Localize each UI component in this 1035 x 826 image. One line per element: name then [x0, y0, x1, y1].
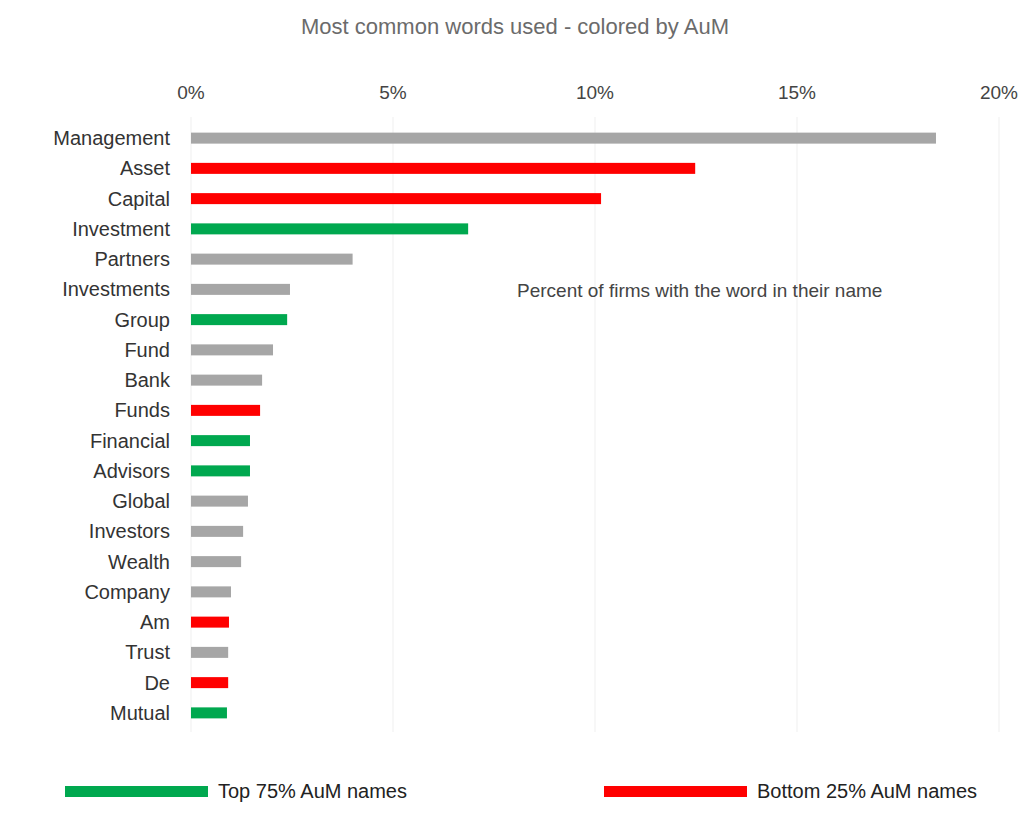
- bar: [191, 314, 287, 325]
- category-label: Investors: [89, 520, 170, 542]
- bar: [191, 284, 290, 295]
- chart: Most common words used - colored by AuM 0…: [0, 0, 1035, 826]
- bar: [191, 163, 695, 174]
- bar: [191, 496, 248, 507]
- category-label: Capital: [108, 188, 170, 210]
- category-label: Partners: [94, 248, 170, 270]
- tick-label: 0%: [177, 82, 205, 103]
- bar: [191, 677, 228, 688]
- category-label: Company: [84, 581, 170, 603]
- tick-label: 15%: [778, 82, 816, 103]
- bar: [191, 617, 229, 628]
- bar: [191, 465, 250, 476]
- legend-swatch: [65, 786, 208, 797]
- legend-label: Top 75% AuM names: [218, 780, 407, 802]
- legend-swatch: [604, 786, 747, 797]
- legend-label: Bottom 25% AuM names: [757, 780, 977, 802]
- grid-line: [595, 117, 596, 732]
- annotation: Percent of firms with the word in their …: [517, 280, 882, 301]
- bar: [191, 375, 262, 386]
- category-label: Advisors: [93, 460, 170, 482]
- bar: [191, 526, 243, 537]
- category-label: Wealth: [108, 551, 170, 573]
- bars: [191, 133, 936, 719]
- category-label: Financial: [90, 430, 170, 452]
- category-label: Group: [114, 309, 170, 331]
- category-label: Asset: [120, 157, 170, 179]
- legend: Top 75% AuM names Bottom 25% AuM names: [65, 780, 977, 802]
- category-label: Trust: [125, 641, 170, 663]
- bar: [191, 556, 241, 567]
- bar: [191, 435, 250, 446]
- category-label: Funds: [114, 399, 170, 421]
- grid-line: [797, 117, 798, 732]
- category-label: Management: [53, 127, 170, 149]
- grid: [191, 117, 999, 732]
- bar: [191, 193, 601, 204]
- category-label: Investments: [62, 278, 170, 300]
- title: Most common words used - colored by AuM: [301, 14, 729, 39]
- category-labels: Management Asset Capital Investment Partners…: [53, 127, 171, 724]
- tick-label: 20%: [980, 82, 1018, 103]
- bar: [191, 344, 273, 355]
- bar: [191, 223, 468, 234]
- category-label: Investment: [72, 218, 170, 240]
- category-label: Fund: [124, 339, 170, 361]
- grid-line: [393, 117, 394, 732]
- bar: [191, 405, 260, 416]
- tick-label: 5%: [379, 82, 407, 103]
- bar: [191, 586, 231, 597]
- bar: [191, 254, 353, 265]
- tick-label: 10%: [576, 82, 614, 103]
- category-label: De: [144, 672, 170, 694]
- category-label: Mutual: [110, 702, 170, 724]
- bar: [191, 707, 227, 718]
- grid-line: [999, 117, 1000, 732]
- grid-line: [191, 117, 192, 732]
- bar: [191, 133, 936, 144]
- category-label: Global: [112, 490, 170, 512]
- bar: [191, 647, 228, 658]
- category-label: Bank: [124, 369, 171, 391]
- category-label: Am: [140, 611, 170, 633]
